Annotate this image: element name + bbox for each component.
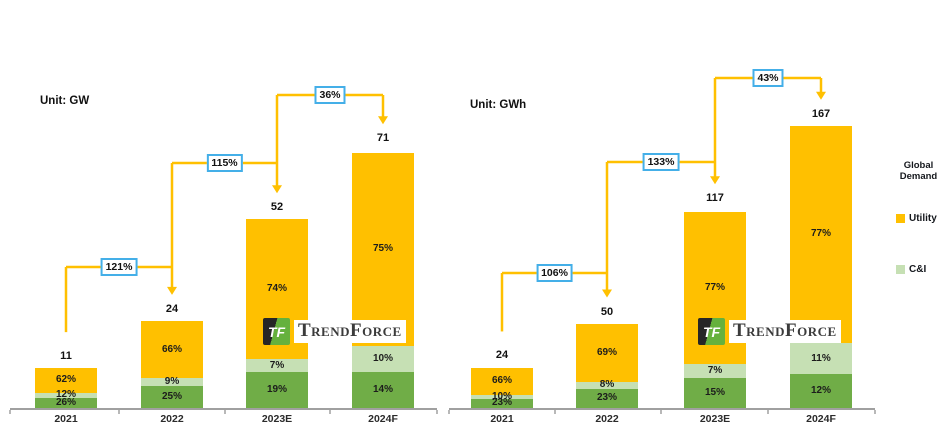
category-label: 2023E bbox=[261, 413, 293, 425]
category-label: 2021 bbox=[54, 413, 78, 425]
bar-segment-utility bbox=[790, 125, 852, 344]
trendforce-logo-icon: TF bbox=[263, 318, 290, 345]
percent-label: 75% bbox=[372, 243, 394, 255]
growth-callout: 121% bbox=[100, 258, 138, 276]
utility-swatch-icon bbox=[896, 214, 905, 223]
legend-item-label: Utility bbox=[909, 213, 937, 224]
category-label: 2024F bbox=[368, 413, 398, 425]
percent-label: 26% bbox=[55, 396, 77, 408]
bar-segment-other bbox=[246, 372, 308, 408]
percent-label: 14% bbox=[372, 383, 394, 395]
total-label: 50 bbox=[600, 305, 614, 318]
total-label: 11 bbox=[60, 350, 72, 363]
percent-label: 25% bbox=[161, 391, 183, 403]
legend-item-label: C&I bbox=[909, 264, 927, 275]
bar-segment-ci bbox=[790, 343, 852, 375]
bar-segment-ci bbox=[576, 381, 638, 389]
category-label: 2022 bbox=[160, 413, 184, 425]
legend-item-ci: C&I bbox=[896, 264, 926, 275]
percent-label: 74% bbox=[266, 283, 288, 295]
total-label: 167 bbox=[811, 107, 831, 120]
bar-segment-utility bbox=[141, 320, 203, 379]
percent-label: 23% bbox=[491, 397, 513, 409]
total-label: 24 bbox=[165, 302, 179, 315]
legend: Global Demand Utility C&I bbox=[890, 0, 947, 429]
percent-label: 23% bbox=[596, 392, 618, 404]
growth-callout: 106% bbox=[536, 264, 573, 282]
bar-segment-other bbox=[790, 374, 852, 408]
bar-segment-other bbox=[684, 378, 746, 408]
bar-segment-other bbox=[576, 388, 638, 408]
percent-label: 10% bbox=[491, 390, 513, 402]
category-label: 2021 bbox=[490, 413, 514, 425]
percent-label: 77% bbox=[704, 282, 726, 294]
percent-label: 19% bbox=[266, 384, 288, 396]
trendforce-watermark: TF TrendForce bbox=[698, 318, 841, 345]
growth-callout: 115% bbox=[206, 154, 243, 172]
unit-title-gwh: Unit: GWh bbox=[470, 99, 527, 111]
legend-title: Global Demand bbox=[899, 160, 938, 182]
total-label: 24 bbox=[495, 349, 509, 362]
bar-segment-ci bbox=[35, 392, 97, 398]
percent-label: 62% bbox=[55, 374, 77, 386]
growth-callout: 133% bbox=[642, 153, 680, 171]
category-label: 2023E bbox=[699, 413, 731, 425]
percent-label: 66% bbox=[161, 343, 183, 355]
bar-segment-ci bbox=[352, 346, 414, 372]
bar-segment-ci bbox=[141, 378, 203, 387]
percent-label: 8% bbox=[599, 379, 615, 391]
total-label: 52 bbox=[270, 201, 284, 214]
percent-label: 12% bbox=[810, 385, 832, 397]
growth-callout: 43% bbox=[752, 69, 784, 87]
total-label: 71 bbox=[376, 132, 390, 145]
category-label: 2024F bbox=[806, 413, 836, 425]
bar-segment-other bbox=[352, 371, 414, 408]
ci-swatch-icon bbox=[896, 265, 905, 274]
total-label: 117 bbox=[706, 192, 724, 205]
bar-segment-ci bbox=[471, 394, 533, 399]
bar-segment-ci bbox=[246, 358, 308, 373]
legend-item-utility: Utility bbox=[896, 213, 937, 224]
bar-segment-utility bbox=[471, 367, 533, 395]
percent-label: 10% bbox=[372, 353, 394, 365]
trendforce-watermark: TF TrendForce bbox=[263, 318, 406, 345]
percent-label: 7% bbox=[269, 359, 285, 371]
growth-callout: 36% bbox=[314, 86, 346, 104]
bar-segment-other bbox=[35, 397, 97, 408]
percent-label: 9% bbox=[164, 376, 180, 388]
bar-segment-utility bbox=[35, 368, 97, 393]
percent-label: 69% bbox=[596, 346, 618, 358]
percent-label: 66% bbox=[491, 375, 513, 387]
bar-segment-other bbox=[141, 386, 203, 408]
percent-label: 77% bbox=[810, 228, 832, 240]
bar-segment-ci bbox=[684, 364, 746, 379]
bar-segment-other bbox=[471, 398, 533, 408]
percent-label: 11% bbox=[811, 352, 831, 364]
trendforce-logo-text: TrendForce bbox=[729, 320, 841, 343]
percent-label: 7% bbox=[707, 365, 723, 377]
percent-label: 15% bbox=[704, 387, 726, 399]
trendforce-logo-icon: TF bbox=[698, 318, 725, 345]
bar-segment-utility bbox=[576, 323, 638, 382]
percent-label: 12% bbox=[55, 389, 77, 401]
unit-title-gw: Unit: GW bbox=[40, 95, 90, 107]
category-label: 2022 bbox=[595, 413, 619, 425]
bar-segment-utility bbox=[352, 152, 414, 347]
trendforce-logo-text: TrendForce bbox=[294, 320, 406, 343]
